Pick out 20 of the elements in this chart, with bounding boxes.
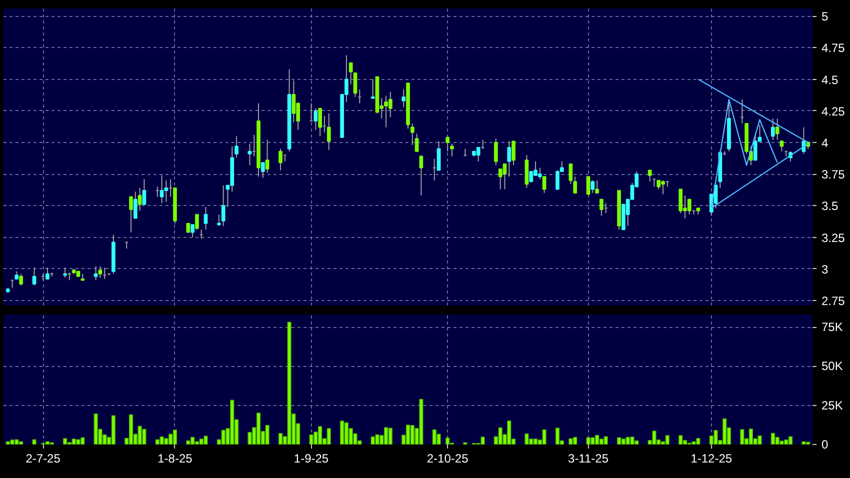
y-tick-label: 4.5 <box>822 72 839 87</box>
y-tick-label: 2.75 <box>822 294 846 308</box>
y-tick-label: 4.75 <box>822 41 846 56</box>
x-tick-label: 3-11-25 <box>568 452 609 466</box>
y-tick-label: 25K <box>822 398 843 412</box>
y-tick-label: 3.75 <box>822 168 846 182</box>
y-tick-label: 75K <box>822 320 843 334</box>
y-tick-label: 3.25 <box>822 230 846 245</box>
x-tick-label: 1-12-25 <box>690 452 732 466</box>
x-tick-label: 2-10-25 <box>426 452 469 466</box>
y-tick-label: 3.5 <box>822 199 839 214</box>
y-tick-label: 0 <box>822 438 828 452</box>
y-tick-label: 5 <box>822 10 828 24</box>
x-tick-label: 1-9-25 <box>294 452 329 466</box>
y-tick-label: 4 <box>822 136 828 150</box>
y-tick-label: 3 <box>822 262 828 276</box>
y-tick-label: 50K <box>822 359 843 374</box>
x-tick-label: 1-8-25 <box>158 452 193 466</box>
y-tick-label: 4.25 <box>822 104 846 118</box>
x-tick-label: 2-7-25 <box>26 452 61 466</box>
